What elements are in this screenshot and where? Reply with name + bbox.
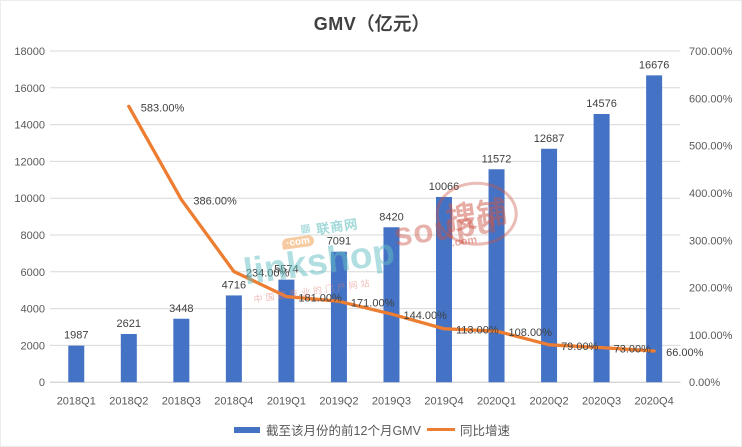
x-tick-2020Q4: 2020Q4 bbox=[635, 396, 674, 408]
bar-label: 4716 bbox=[222, 279, 246, 291]
x-tick-2018Q1: 2018Q1 bbox=[57, 396, 96, 408]
y-axis-right-tick-labels: 0.00% 100.00% 200.00% 300.00% 400.00% 500.00%… bbox=[689, 46, 733, 389]
line-label: 79.00% bbox=[561, 341, 599, 353]
bar-data-labels: 1987 2621 3448 4716 5574 7091 8420 10066 11572 12… bbox=[64, 59, 669, 341]
bar-label: 5574 bbox=[274, 264, 298, 276]
line-series-swatch bbox=[426, 428, 455, 431]
legend-label-gmv: 截至该月份的前12个月GMV bbox=[266, 424, 421, 438]
y-left-tick: 0 bbox=[39, 377, 45, 389]
chart-legend: 截至该月份的前12个月GMV 同比增速 bbox=[1, 420, 741, 439]
y-left-tick: 12000 bbox=[14, 156, 45, 168]
y-right-tick: 700.00% bbox=[689, 46, 733, 58]
line-label: 181.00% bbox=[298, 293, 342, 305]
y-left-tick: 10000 bbox=[14, 193, 45, 205]
line-label: 144.00% bbox=[403, 310, 447, 322]
bar-2020Q1 bbox=[488, 169, 505, 383]
y-right-tick: 300.00% bbox=[689, 235, 733, 247]
y-right-tick: 200.00% bbox=[689, 283, 733, 295]
y-left-tick: 8000 bbox=[21, 230, 45, 242]
growth-line-path bbox=[127, 104, 656, 353]
y-right-tick: 0.00% bbox=[689, 377, 720, 389]
bar-2018Q2 bbox=[120, 333, 137, 383]
line-label: 171.00% bbox=[351, 297, 395, 309]
y-left-tick: 18000 bbox=[14, 46, 45, 58]
x-tick-2020Q3: 2020Q3 bbox=[582, 396, 621, 408]
y-left-tick: 2000 bbox=[21, 340, 45, 352]
x-tick-2018Q3: 2018Q3 bbox=[162, 396, 201, 408]
x-tick-2019Q2: 2019Q2 bbox=[319, 396, 358, 408]
x-tick-2019Q4: 2019Q4 bbox=[424, 396, 463, 408]
chart-title: GMV（亿元） bbox=[313, 14, 431, 34]
bar-2019Q2 bbox=[330, 251, 347, 383]
bar-2019Q3 bbox=[383, 227, 400, 383]
line-label: 113.00% bbox=[456, 325, 499, 337]
bar-label: 12687 bbox=[534, 133, 565, 145]
bars bbox=[68, 75, 663, 383]
bar-2019Q1 bbox=[278, 279, 295, 383]
bar-label: 2621 bbox=[117, 318, 141, 330]
line-data-labels: 583.00% 386.00% 234.00% 181.00% 171.00% 144.0… bbox=[141, 102, 704, 359]
line-label: 386.00% bbox=[193, 196, 237, 208]
bar-label: 16676 bbox=[639, 59, 670, 71]
line-label: 108.00% bbox=[509, 327, 553, 339]
bar-label: 8420 bbox=[379, 211, 403, 223]
bar-label: 1987 bbox=[64, 330, 88, 342]
bar-label: 14576 bbox=[586, 98, 617, 110]
line-label: 234.00% bbox=[246, 267, 290, 279]
growth-line bbox=[127, 104, 656, 353]
bar-2020Q4 bbox=[646, 75, 663, 383]
x-tick-2018Q4: 2018Q4 bbox=[214, 396, 253, 408]
bar-2020Q3 bbox=[593, 114, 610, 383]
x-tick-2020Q2: 2020Q2 bbox=[529, 396, 568, 408]
y-left-tick: 4000 bbox=[21, 304, 45, 316]
bar-2020Q2 bbox=[541, 148, 558, 383]
y-right-tick: 400.00% bbox=[689, 188, 733, 200]
bar-label: 7091 bbox=[327, 236, 351, 248]
bar-label: 11572 bbox=[482, 153, 512, 165]
y-left-tick: 14000 bbox=[14, 120, 45, 132]
legend-label-growth: 同比增速 bbox=[459, 424, 510, 438]
x-tick-2019Q1: 2019Q1 bbox=[267, 396, 306, 408]
legend-item-gmv: 截至该月份的前12个月GMV bbox=[234, 420, 421, 439]
x-axis-labels: 2018Q1 2018Q2 2018Q3 2018Q4 2019Q1 2019Q2 2019… bbox=[57, 396, 674, 408]
bar-2018Q1 bbox=[68, 345, 85, 383]
y-right-tick: 100.00% bbox=[689, 330, 733, 342]
y-left-tick: 6000 bbox=[21, 267, 45, 279]
bar-2018Q3 bbox=[173, 318, 190, 383]
bar-series-swatch bbox=[234, 426, 261, 433]
bar-2019Q4 bbox=[436, 196, 452, 383]
line-label: 583.00% bbox=[141, 102, 185, 114]
line-label: 66.00% bbox=[666, 347, 704, 359]
bar-label: 10066 bbox=[429, 181, 460, 193]
x-tick-2020Q1: 2020Q1 bbox=[477, 396, 516, 408]
y-axis-left-tick-labels: 0 2000 4000 6000 8000 10000 12000 14000 16000 180… bbox=[14, 46, 45, 389]
legend-item-growth: 同比增速 bbox=[421, 420, 510, 439]
y-right-tick: 500.00% bbox=[689, 141, 733, 153]
line-label: 73.00% bbox=[614, 344, 652, 356]
x-tick-2019Q3: 2019Q3 bbox=[372, 396, 411, 408]
gridlines bbox=[50, 50, 681, 383]
bar-2018Q4 bbox=[225, 295, 242, 383]
y-right-tick: 600.00% bbox=[689, 93, 733, 105]
y-left-tick: 16000 bbox=[14, 83, 45, 95]
x-tick-2018Q2: 2018Q2 bbox=[109, 396, 148, 408]
bar-label: 3448 bbox=[169, 303, 193, 315]
